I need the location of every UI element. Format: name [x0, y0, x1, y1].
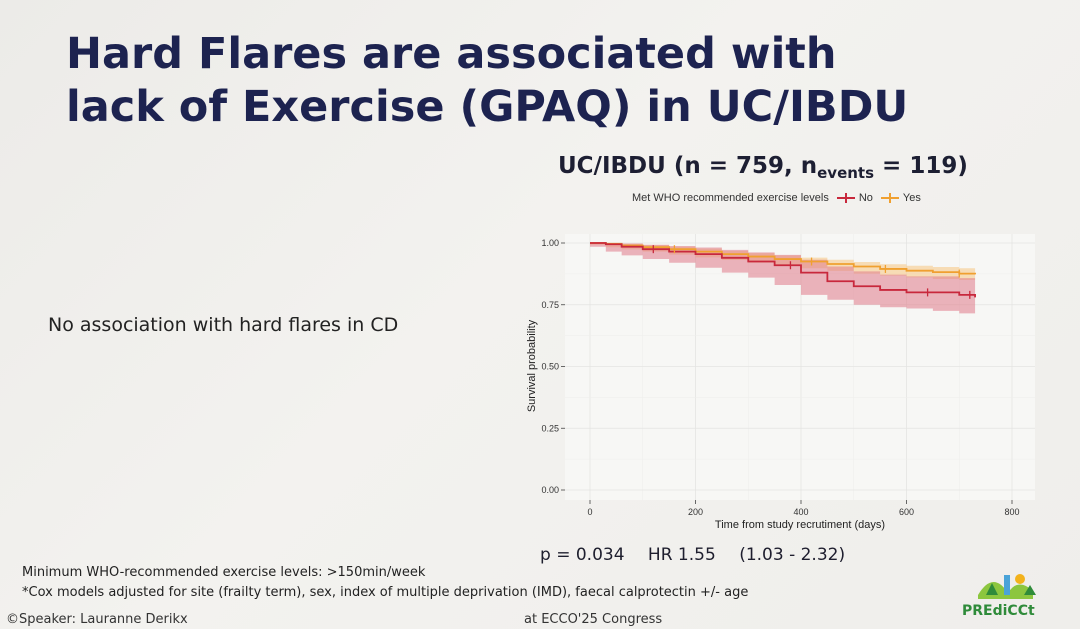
slide-title-line-1: Hard Flares are associated with	[66, 29, 837, 79]
legend-title: Met WHO recommended exercise levels	[632, 192, 829, 204]
confidence-interval: (1.03 - 2.32)	[739, 545, 846, 565]
y-axis-ticks: 0.00 0.25 0.50 0.75 1.00	[541, 238, 565, 495]
legend-label-no: No	[858, 192, 873, 204]
survival-lines	[590, 242, 976, 298]
legend-key-yes	[880, 192, 899, 204]
x-tick-label: 200	[688, 507, 703, 517]
chart-title-main: UC/IBDU (n = 759, n	[558, 153, 818, 179]
y-tick-label: 1.00	[541, 238, 559, 248]
chart-legend: Met WHO recommended exercise levels No Y…	[632, 192, 921, 204]
survival-line-no	[590, 242, 976, 298]
speaker-credit: ©Speaker: Lauranne Derikx	[6, 612, 188, 627]
y-tick-label: 0.75	[541, 300, 559, 310]
legend-label-yes: Yes	[902, 192, 921, 204]
congress-credit: at ECCO'25 Congress	[524, 612, 663, 627]
slide-title: Hard Flares are associated with lack of …	[66, 28, 1056, 134]
chart-title-tail: = 119)	[874, 153, 968, 179]
x-tick-label: 400	[793, 507, 808, 517]
y-tick-label: 0.50	[541, 362, 559, 372]
predicct-logo-icon	[978, 574, 1036, 599]
y-tick-label: 0.00	[541, 485, 559, 495]
footnote-who: Minimum WHO-recommended exercise levels:…	[22, 565, 426, 580]
y-tick-label: 0.25	[541, 423, 559, 433]
chart-title: UC/IBDU (n = 759, nevents = 119)	[558, 153, 968, 182]
censor-marks	[652, 245, 971, 299]
x-axis-label: Time from study recrutiment (days)	[715, 519, 885, 531]
cd-note: No association with hard flares in CD	[48, 314, 399, 336]
hazard-ratio: HR 1.55	[647, 545, 716, 565]
logo-text: PREdiCCt	[962, 603, 1035, 619]
confidence-band-no	[590, 243, 976, 314]
x-axis-ticks: 0 200 400 600 800	[587, 500, 1020, 517]
y-axis-label: Survival probability	[526, 319, 538, 412]
legend-key-no	[836, 192, 855, 204]
statistics-summary: p = 0.034 HR 1.55 (1.03 - 2.32)	[540, 545, 863, 565]
footnote-cox: *Cox models adjusted for site (frailty t…	[22, 585, 749, 600]
x-tick-label: 600	[899, 507, 914, 517]
x-tick-label: 0	[587, 507, 592, 517]
p-value: p = 0.034	[540, 545, 625, 565]
slide-title-line-2: lack of Exercise (GPAQ) in UC/IBDU	[66, 82, 909, 132]
x-tick-label: 800	[1004, 507, 1019, 517]
chart-title-sub: events	[817, 164, 875, 182]
